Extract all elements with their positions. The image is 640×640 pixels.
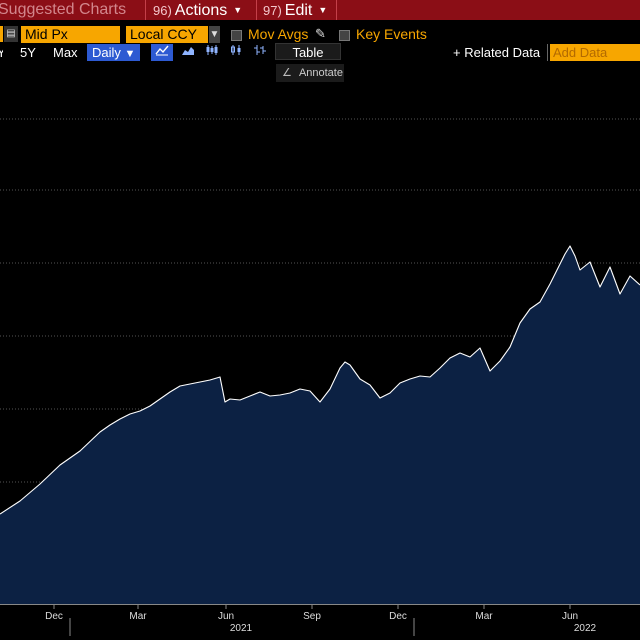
actions-menu[interactable]: 96) Actions ▼: [153, 0, 242, 20]
x-tick-label: Dec: [389, 611, 407, 622]
annotate-label: Annotate: [298, 67, 343, 79]
candlestick-icon[interactable]: [202, 44, 222, 61]
actions-number: 96): [153, 3, 172, 18]
mov-avgs-checkbox[interactable]: [231, 30, 242, 41]
prev-field-edge[interactable]: [0, 26, 3, 42]
toolbar-divider: [256, 0, 257, 20]
edit-label: Edit: [284, 2, 313, 19]
key-events-checkbox[interactable]: [339, 30, 350, 41]
frequency-select[interactable]: Daily ▼: [87, 44, 141, 61]
suggested-charts-label: Suggested Charts: [0, 1, 127, 18]
chevron-down-icon[interactable]: ▼: [209, 26, 220, 43]
mov-avgs-label: Mov Avgs: [248, 26, 309, 42]
add-data-input[interactable]: [550, 44, 640, 61]
series-area: [0, 246, 640, 604]
year-label: 2022: [574, 623, 597, 634]
series-line: [0, 245, 640, 515]
calendar-icon[interactable]: ▤: [4, 26, 18, 42]
range-5y-button[interactable]: 5Y: [20, 45, 36, 60]
frequency-value: Daily: [92, 45, 121, 60]
edit-number: 97): [263, 3, 282, 18]
x-tick-label: Jun: [562, 611, 578, 622]
top-toolbar: Suggested Charts 96) Actions ▼ 97) Edit ▼: [0, 0, 640, 20]
toolbar-divider: [336, 0, 337, 20]
currency-select-value: Local CCY: [130, 26, 197, 42]
related-data-button[interactable]: + Related Data: [453, 45, 541, 60]
toolbar-divider: [145, 0, 146, 20]
range-max-button[interactable]: Max: [53, 45, 78, 60]
annotate-button[interactable]: ∠ Annotate: [276, 64, 344, 82]
chart-range-row: Y 5Y Max Daily ▼ Table + Related Data: [0, 43, 640, 61]
ohlc-bar-icon[interactable]: [250, 44, 270, 61]
x-tick-label: Sep: [303, 611, 321, 622]
year-label: 2021: [230, 623, 253, 634]
field-select[interactable]: Mid Px: [21, 26, 120, 43]
table-button[interactable]: Table: [275, 43, 341, 60]
x-tick-label: Mar: [129, 611, 147, 622]
chevron-down-icon: ▼: [233, 5, 243, 15]
field-select-value: Mid Px: [25, 26, 68, 42]
edit-menu[interactable]: 97) Edit ▼: [263, 0, 327, 20]
actions-label: Actions: [174, 2, 228, 19]
range-button-partial[interactable]: Y: [0, 44, 3, 61]
line-chart-icon[interactable]: [151, 44, 173, 61]
mountain-chart-icon[interactable]: [178, 44, 198, 61]
chart-options-row: ▤ Mid Px Local CCY ▼ Mov Avgs ✎ Key Even…: [0, 25, 640, 43]
x-axis-band: [0, 604, 640, 640]
x-tick-label: Mar: [475, 611, 493, 622]
key-events-label: Key Events: [356, 26, 427, 42]
related-data-divider: [547, 44, 548, 61]
x-tick-label: Jun: [218, 611, 234, 622]
chevron-down-icon: ▼: [318, 5, 328, 15]
suggested-charts-tab[interactable]: Suggested Charts: [0, 0, 126, 20]
currency-select[interactable]: Local CCY: [126, 26, 208, 43]
pencil-icon[interactable]: ✎: [315, 26, 326, 41]
x-tick-label: Dec: [45, 611, 63, 622]
pen-icon: ∠: [282, 67, 292, 79]
chevron-down-icon: ▼: [124, 48, 136, 60]
candlestick-outline-icon[interactable]: [226, 44, 246, 61]
